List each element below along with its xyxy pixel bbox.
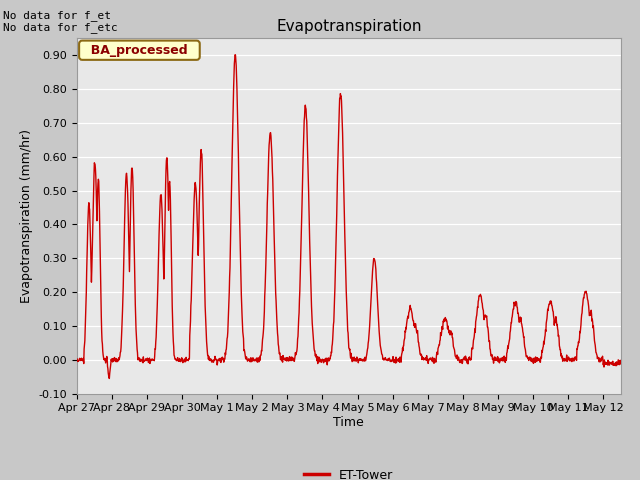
Legend: ET-Tower: ET-Tower [299, 464, 399, 480]
Y-axis label: Evapotranspiration (mm/hr): Evapotranspiration (mm/hr) [20, 129, 33, 303]
Text: No data for f_etc: No data for f_etc [3, 22, 118, 33]
Text: BA_processed: BA_processed [82, 44, 196, 57]
X-axis label: Time: Time [333, 416, 364, 429]
Title: Evapotranspiration: Evapotranspiration [276, 20, 422, 35]
Text: No data for f_et: No data for f_et [3, 11, 111, 22]
